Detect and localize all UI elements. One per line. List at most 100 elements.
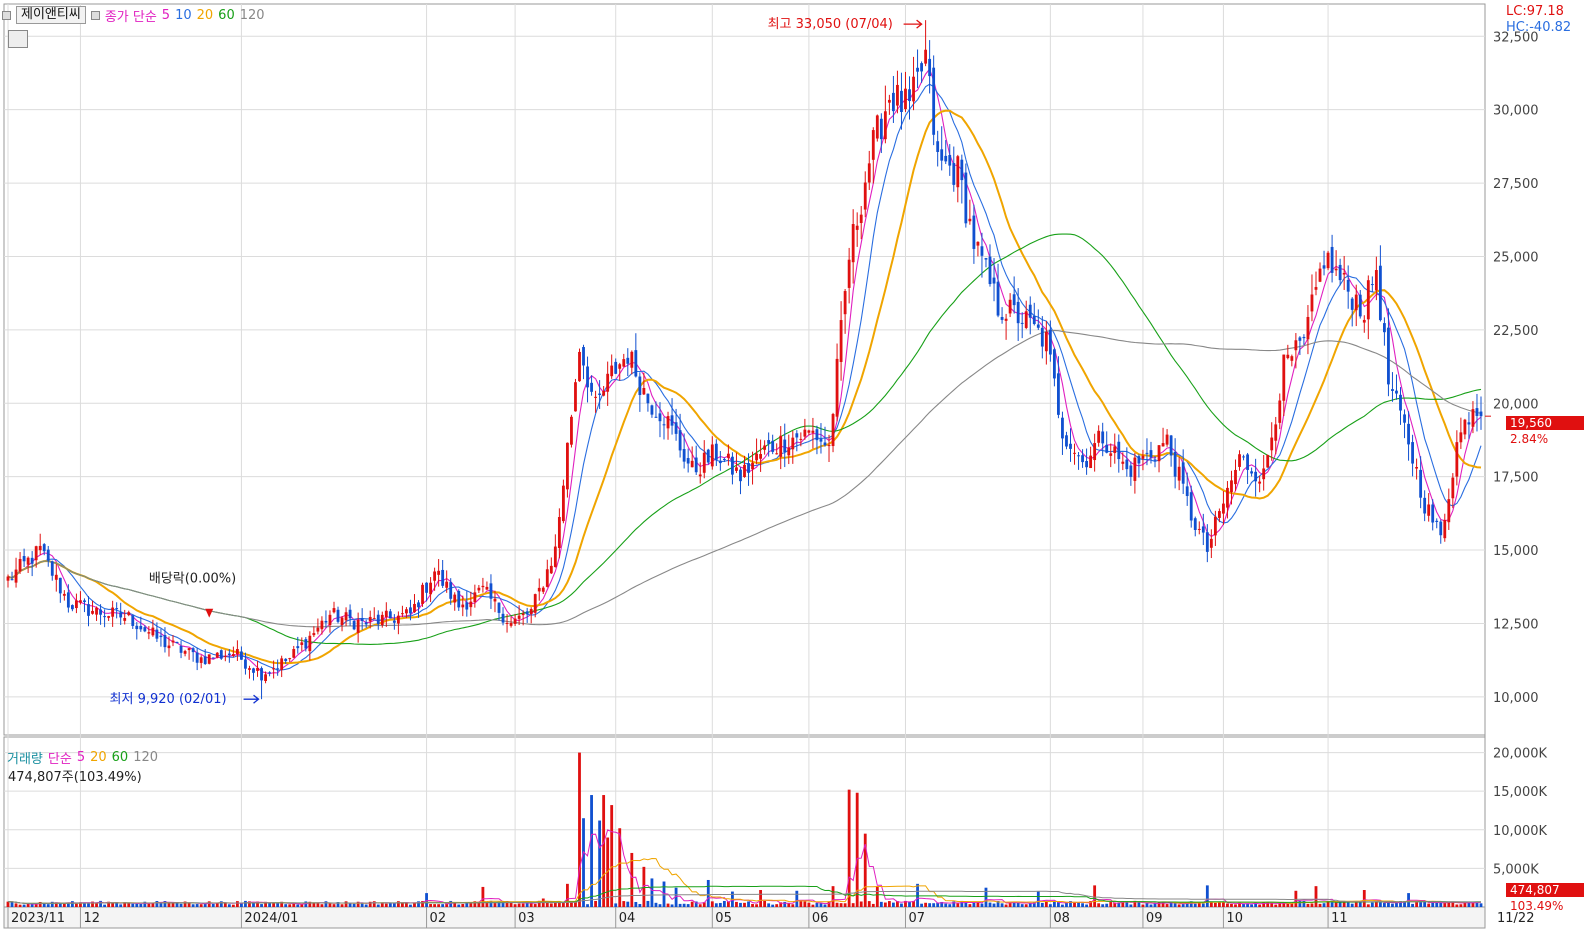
- candle-body: [1306, 316, 1310, 340]
- candle-body: [1302, 336, 1306, 339]
- candle-body: [1137, 456, 1141, 464]
- candle-body: [91, 610, 94, 614]
- volume-bar: [1411, 903, 1414, 907]
- volume-bar: [574, 902, 577, 907]
- candle-body: [396, 615, 400, 624]
- volume-bar: [497, 901, 501, 907]
- volume-bar: [859, 901, 863, 907]
- candle-body: [642, 387, 646, 395]
- candle-body: [1032, 315, 1036, 325]
- candle-body: [58, 577, 62, 594]
- volume-bar: [1403, 901, 1406, 907]
- volume-bar: [284, 904, 288, 907]
- candle-body: [678, 430, 682, 451]
- volume-bar: [863, 833, 867, 907]
- candle-body: [231, 654, 235, 656]
- candle-body: [364, 622, 368, 625]
- candle-body: [598, 393, 602, 395]
- volume-bar: [787, 903, 791, 907]
- volume-tick-label: 5,000K: [1493, 862, 1539, 877]
- ticker-name[interactable]: 제이앤티씨: [16, 6, 86, 24]
- candle-body: [1391, 389, 1394, 391]
- candle-body: [1085, 461, 1088, 468]
- candle-body: [1125, 459, 1129, 470]
- volume-bar: [501, 901, 505, 907]
- candle-body: [417, 602, 420, 608]
- vol-ma-60: 60: [111, 750, 129, 765]
- x-axis-bar: [3, 906, 1486, 929]
- volume-bar: [1101, 904, 1105, 907]
- candle-body: [1459, 432, 1463, 443]
- volume-bar: [1052, 901, 1056, 907]
- volume-bar: [1016, 902, 1020, 907]
- current-price-badge: 19,560: [1506, 416, 1584, 430]
- candle-body: [799, 438, 803, 440]
- panel-toggle-icon[interactable]: [2, 10, 11, 20]
- volume-bar: [83, 902, 86, 907]
- candle-body: [658, 413, 662, 422]
- candle-body: [240, 651, 243, 660]
- volume-bar: [30, 903, 34, 907]
- candle-body: [726, 453, 730, 458]
- volume-bar: [352, 903, 356, 907]
- x-tick-label: 09: [1146, 911, 1163, 926]
- volume-bar: [948, 904, 952, 907]
- volume-bar: [1109, 902, 1113, 907]
- volume-bar: [1395, 902, 1398, 907]
- candle-body: [1109, 453, 1113, 456]
- low-arrow-icon: [243, 694, 260, 704]
- candle-body: [437, 570, 441, 575]
- volume-bar: [235, 901, 239, 907]
- volume-bar: [694, 901, 698, 907]
- volume-bar: [1008, 902, 1012, 907]
- candle-body: [1238, 454, 1241, 467]
- candle-body: [22, 556, 26, 562]
- volume-bar: [1378, 902, 1382, 907]
- candle-body: [924, 49, 928, 64]
- candle-body: [1121, 461, 1125, 464]
- volume-bar: [791, 904, 795, 907]
- x-tick-label: 04: [619, 911, 636, 926]
- volume-bar: [1004, 904, 1008, 907]
- candle-body: [151, 627, 155, 636]
- candle-body: [453, 594, 457, 603]
- candle-body: [1077, 455, 1080, 457]
- volume-bar: [984, 887, 988, 907]
- candle-body: [473, 592, 477, 602]
- candle-body: [18, 558, 22, 572]
- candle-body: [1089, 455, 1093, 469]
- volume-title[interactable]: 거래량: [7, 752, 43, 767]
- volume-bar: [598, 820, 602, 907]
- candle-body: [1334, 268, 1338, 271]
- volume-bar: [461, 904, 465, 907]
- candle-body: [1370, 284, 1374, 286]
- candle-body: [892, 92, 895, 112]
- candle-body: [1278, 400, 1282, 423]
- candle-body: [706, 449, 710, 463]
- grid-table-icon[interactable]: [8, 30, 28, 48]
- candle-body: [304, 639, 308, 649]
- volume-bar: [1048, 904, 1052, 907]
- volume-bar: [380, 902, 384, 907]
- ma-settings-icon[interactable]: [90, 10, 100, 20]
- candle-body: [1294, 340, 1298, 351]
- change-pct-label: 2.84%: [1510, 432, 1549, 446]
- volume-bar: [264, 901, 267, 907]
- candle-body: [1028, 304, 1032, 318]
- volume-bar: [726, 901, 730, 907]
- candle-body: [1004, 318, 1008, 321]
- volume-bar: [308, 901, 312, 907]
- volume-ma-label[interactable]: 단순: [47, 752, 72, 767]
- volume-bar: [566, 883, 569, 907]
- volume-bar: [545, 902, 549, 907]
- candle-body: [485, 586, 489, 590]
- candle-body: [908, 89, 911, 102]
- candle-body: [1354, 294, 1358, 311]
- ma-label[interactable]: 종가 단순: [104, 9, 157, 25]
- candle-body: [525, 611, 529, 615]
- volume-bar: [107, 901, 111, 907]
- candle-body: [1101, 431, 1105, 444]
- volume-bar: [1310, 903, 1314, 907]
- candle-body: [980, 246, 984, 256]
- candle-body: [570, 416, 573, 445]
